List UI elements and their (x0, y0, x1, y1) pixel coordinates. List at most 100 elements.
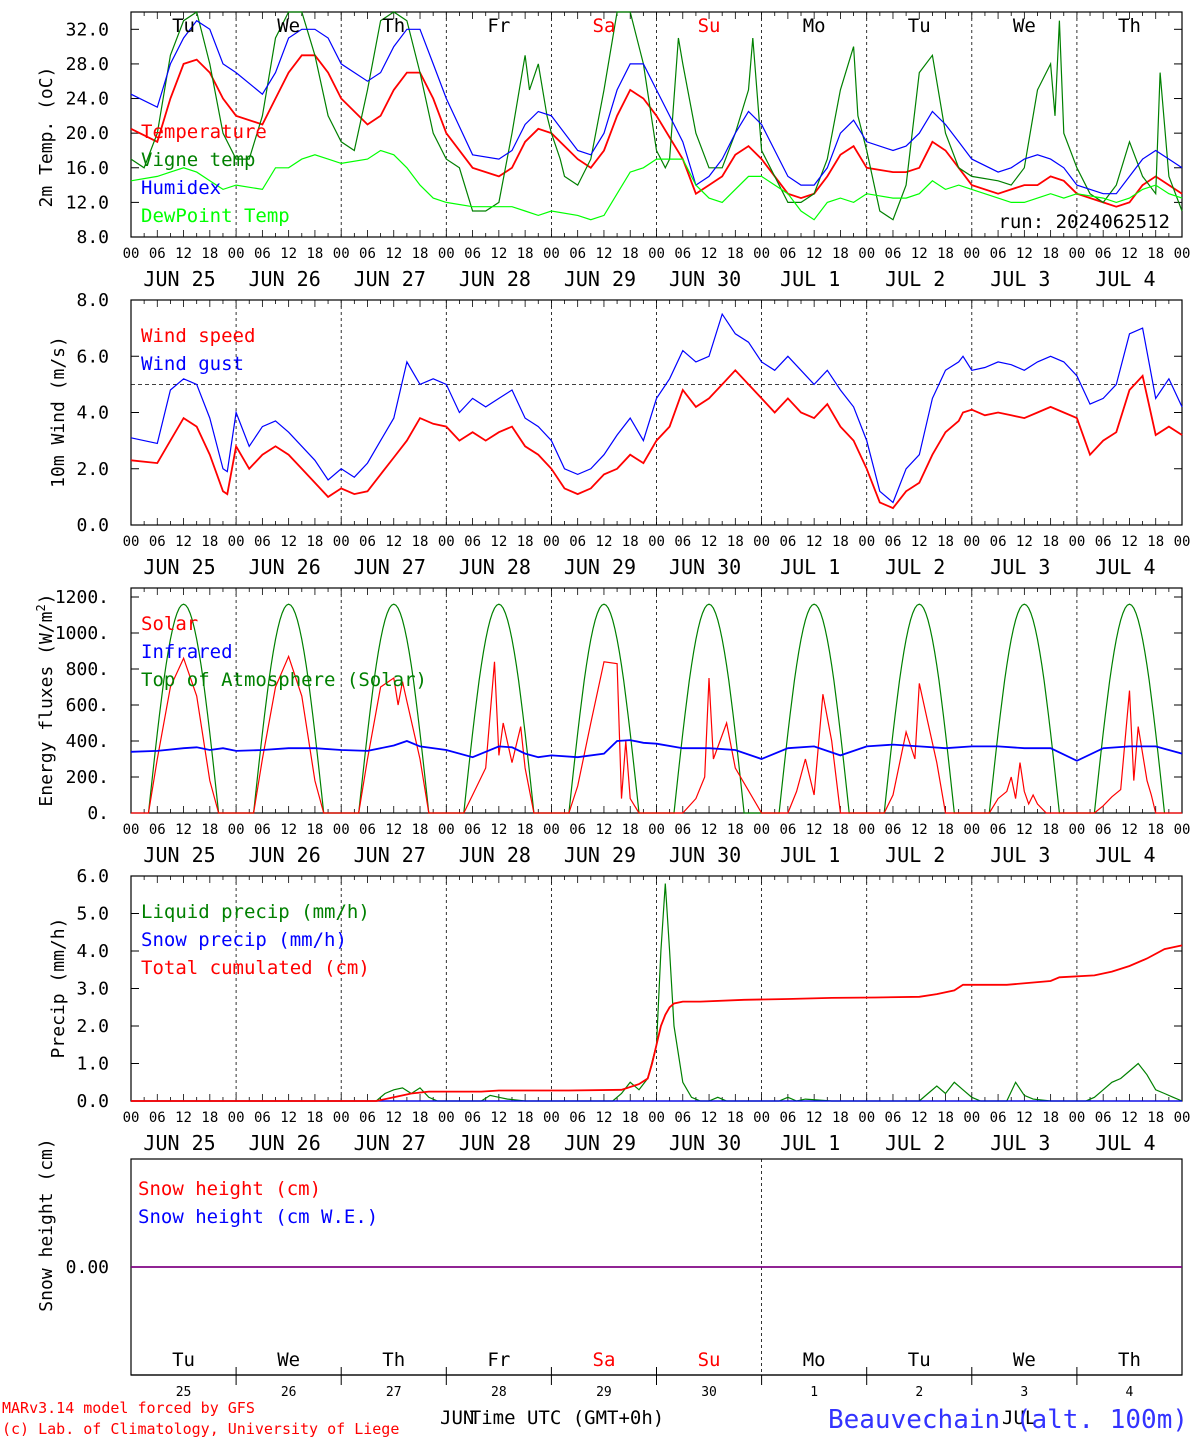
day-of-week-label: Su (698, 15, 721, 37)
day-of-week-label: Fr (487, 15, 510, 37)
hour-tick-label: 06 (779, 822, 796, 838)
hour-tick-label: 12 (1121, 822, 1138, 838)
hour-tick-label: 00 (438, 1110, 455, 1126)
hour-tick-label: 12 (596, 534, 613, 550)
hour-tick-label: 12 (806, 534, 823, 550)
legend-entry: Liquid precip (mm/h) (141, 901, 370, 923)
panel-temp: 8.0 12.0 16.0 20.0 24.0 28.0 32.0 2m Temp. (oC)… (36, 11, 1191, 291)
hour-tick-label: 18 (937, 246, 954, 262)
day-of-week-label: Mo (803, 1349, 826, 1371)
day-of-week-label: Th (382, 1349, 405, 1371)
y-tick-label: 0.00 (66, 1257, 109, 1278)
hour-tick-label: 12 (701, 822, 718, 838)
date-label: JUL 4 (1095, 1131, 1155, 1155)
panel-wind: 0.0 2.0 4.0 6.0 8.0 10m Wind (m/s) Wind speed W… (48, 290, 1190, 579)
day-number-label: 27 (386, 1385, 402, 1400)
hour-tick-label: 12 (490, 1110, 507, 1126)
hour-tick-label: 06 (254, 246, 271, 262)
date-label: JUN 29 (564, 1131, 636, 1155)
legend-entry: Solar (141, 613, 198, 635)
hour-tick-label: 06 (359, 534, 376, 550)
date-label: JUN 27 (354, 555, 426, 579)
hour-tick-label: 12 (596, 1110, 613, 1126)
date-label: JUL 2 (885, 555, 945, 579)
hour-tick-label: 06 (464, 534, 481, 550)
hour-tick-label: 12 (280, 534, 297, 550)
hour-tick-label: 06 (254, 1110, 271, 1126)
hour-tick-label: 18 (832, 1110, 849, 1126)
hour-tick-label: 00 (1174, 534, 1191, 550)
hour-tick-label: 06 (990, 1110, 1007, 1126)
hour-tick-label: 00 (1174, 1110, 1191, 1126)
hour-tick-label: 12 (701, 246, 718, 262)
y-tick-label: 8.0 (76, 290, 109, 311)
hour-tick-label: 18 (622, 822, 639, 838)
hour-tick-label: 18 (201, 1110, 218, 1126)
day-of-week-label: We (1013, 1349, 1036, 1371)
hour-tick-label: 12 (596, 822, 613, 838)
date-label: JUN 27 (354, 843, 426, 867)
hour-tick-label: 12 (1016, 1110, 1033, 1126)
day-of-week-label: Sa (593, 1349, 616, 1371)
date-label: JUL 3 (990, 1131, 1050, 1155)
series-line-vigne-temp (130, 11, 1183, 221)
y-tick-label: 2.0 (76, 459, 109, 480)
hour-tick-label: 12 (911, 822, 928, 838)
hour-tick-label: 06 (674, 822, 691, 838)
hour-tick-label: 06 (885, 246, 902, 262)
date-label: JUN 26 (249, 555, 321, 579)
month-label-right: JUL (1002, 1407, 1036, 1429)
hour-tick-label: 18 (1147, 534, 1164, 550)
hour-tick-label: 06 (1095, 822, 1112, 838)
hour-tick-label: 18 (306, 822, 323, 838)
day-of-week-label: Tu (908, 15, 931, 37)
day-number-label: 28 (491, 1385, 507, 1400)
day-of-week-label: Tu (908, 1349, 931, 1371)
hour-tick-label: 06 (569, 822, 586, 838)
hour-tick-label: 06 (1095, 246, 1112, 262)
hour-tick-label: 00 (1174, 246, 1191, 262)
legend-entry: Wind gust (141, 353, 244, 375)
date-label: JUL 2 (885, 1131, 945, 1155)
y-tick-label: 4.0 (76, 403, 109, 424)
hour-tick-label: 18 (937, 534, 954, 550)
hour-tick-label: 18 (832, 246, 849, 262)
hour-tick-label: 18 (306, 1110, 323, 1126)
y-tick-label: 8.0 (76, 227, 109, 248)
hour-tick-label: 12 (385, 246, 402, 262)
y-tick-label: 2.0 (76, 1016, 109, 1037)
day-of-week-label: Th (382, 15, 405, 37)
y-axis-label: 2m Temp. (oC) (36, 67, 57, 208)
hour-tick-label: 06 (1095, 1110, 1112, 1126)
y-axis-label: Energy fluxes (W/m2) (34, 593, 57, 806)
hour-tick-label: 00 (1068, 1110, 1085, 1126)
hour-tick-label: 12 (911, 1110, 928, 1126)
hour-tick-label: 00 (333, 246, 350, 262)
hour-tick-label: 06 (779, 1110, 796, 1126)
hour-tick-label: 12 (1121, 534, 1138, 550)
day-number-label: 2 (915, 1385, 923, 1400)
hour-tick-label: 18 (412, 1110, 429, 1126)
hour-tick-label: 12 (280, 822, 297, 838)
panel-precip: 0.0 1.0 2.0 3.0 4.0 5.0 6.0 Precip (mm/h) Liquid… (48, 866, 1190, 1155)
hour-tick-label: 18 (201, 246, 218, 262)
hour-tick-label: 06 (254, 534, 271, 550)
hour-tick-label: 18 (306, 246, 323, 262)
hour-tick-label: 06 (779, 534, 796, 550)
hour-tick-label: 06 (149, 822, 166, 838)
y-tick-label: 32.0 (66, 19, 109, 40)
hour-tick-label: 00 (123, 822, 140, 838)
x-axis-label: Time UTC (GMT+0h) (470, 1407, 664, 1429)
hour-tick-label: 12 (806, 246, 823, 262)
date-label: JUL 3 (990, 843, 1050, 867)
y-tick-label: 0.0 (76, 515, 109, 536)
hour-tick-label: 12 (385, 534, 402, 550)
series-line-dewpoint-temp (130, 149, 1183, 221)
y-tick-label: 0.0 (76, 1091, 109, 1112)
month-label-left: JUN (440, 1407, 474, 1429)
hour-tick-label: 18 (937, 822, 954, 838)
hour-tick-label: 18 (727, 246, 744, 262)
y-tick-label: 0. (87, 803, 109, 824)
day-number-label: 25 (176, 1385, 192, 1400)
hour-tick-label: 00 (438, 246, 455, 262)
